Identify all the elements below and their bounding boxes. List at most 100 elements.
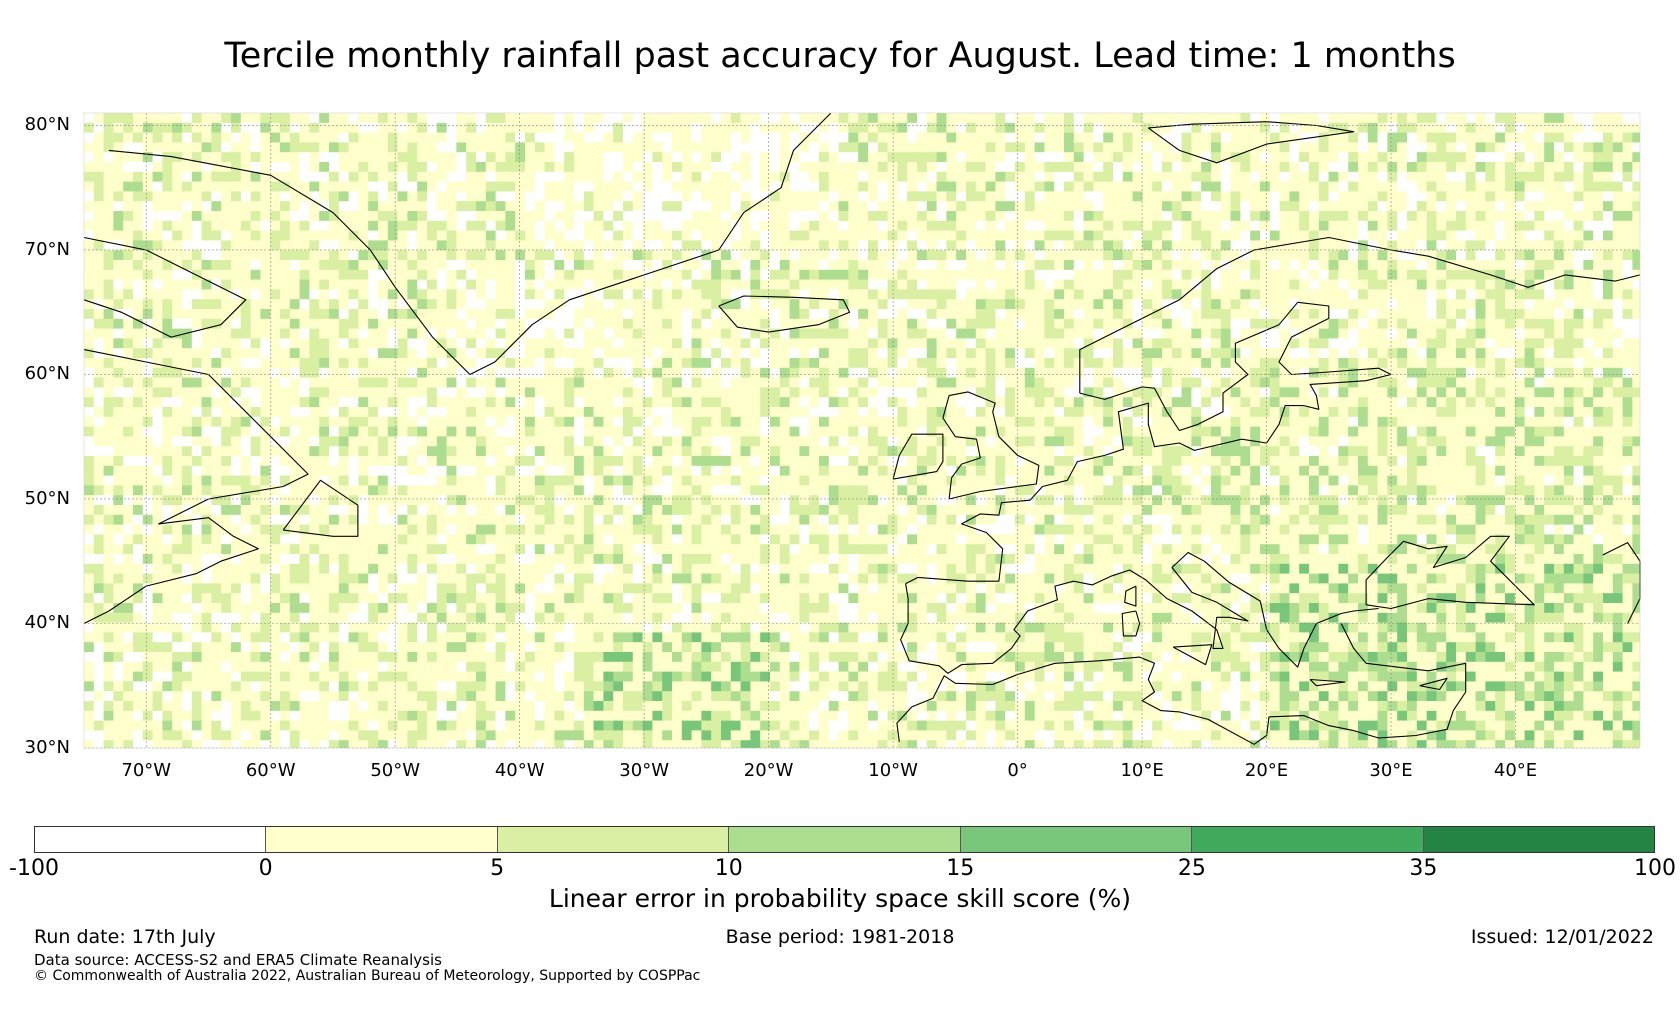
grid-cell bbox=[289, 681, 300, 692]
grid-cell bbox=[613, 544, 624, 555]
grid-cell bbox=[221, 681, 232, 692]
grid-cell bbox=[730, 593, 741, 604]
grid-cell bbox=[152, 367, 163, 378]
grid-cell bbox=[427, 377, 438, 388]
grid-cell bbox=[652, 122, 663, 133]
grid-cell bbox=[750, 260, 761, 271]
grid-cell bbox=[701, 740, 712, 748]
grid-cell bbox=[387, 338, 398, 349]
grid-cell bbox=[691, 652, 702, 663]
grid-cell bbox=[799, 534, 810, 545]
grid-cell bbox=[446, 710, 457, 721]
grid-cell bbox=[662, 583, 673, 594]
grid-cell bbox=[662, 152, 673, 163]
grid-cell bbox=[427, 348, 438, 359]
grid-cell bbox=[623, 387, 634, 398]
grid-cell bbox=[319, 171, 330, 182]
grid-cell bbox=[495, 465, 506, 476]
grid-cell bbox=[505, 407, 516, 418]
grid-cell bbox=[358, 387, 369, 398]
grid-cell bbox=[593, 426, 604, 437]
grid-cell bbox=[789, 397, 800, 408]
grid-cell bbox=[691, 191, 702, 202]
grid-cell bbox=[221, 407, 232, 418]
grid-cell bbox=[632, 681, 643, 692]
grid-cell bbox=[201, 632, 212, 643]
grid-cell bbox=[152, 603, 163, 614]
grid-cell bbox=[299, 132, 310, 143]
grid-cell bbox=[583, 269, 594, 280]
grid-cell bbox=[446, 387, 457, 398]
grid-cell bbox=[681, 416, 692, 427]
grid-cell bbox=[495, 514, 506, 525]
grid-cell bbox=[701, 563, 712, 574]
grid-cell bbox=[123, 563, 134, 574]
grid-cell bbox=[476, 260, 487, 271]
grid-cell bbox=[456, 191, 467, 202]
grid-cell bbox=[191, 456, 202, 467]
grid-cell bbox=[191, 211, 202, 222]
grid-cell bbox=[172, 309, 183, 320]
grid-cell bbox=[495, 397, 506, 408]
grid-cell bbox=[740, 367, 751, 378]
grid-cell bbox=[799, 211, 810, 222]
grid-cell bbox=[456, 171, 467, 182]
grid-cell bbox=[191, 397, 202, 408]
grid-cell bbox=[201, 720, 212, 731]
grid-cell bbox=[740, 240, 751, 251]
grid-cell bbox=[799, 113, 810, 124]
grid-cell bbox=[623, 524, 634, 535]
grid-cell bbox=[338, 328, 349, 339]
grid-cell bbox=[240, 387, 251, 398]
grid-cell bbox=[407, 534, 418, 545]
grid-cell bbox=[476, 328, 487, 339]
grid-cell bbox=[770, 122, 781, 133]
grid-cell bbox=[505, 701, 516, 712]
grid-cell bbox=[495, 122, 506, 133]
grid-cell bbox=[505, 740, 516, 748]
grid-cell bbox=[779, 730, 790, 741]
grid-cell bbox=[642, 456, 653, 467]
grid-cell bbox=[211, 269, 222, 280]
grid-cell bbox=[133, 240, 144, 251]
grid-cell bbox=[485, 269, 496, 280]
grid-cell bbox=[407, 446, 418, 457]
grid-cell bbox=[348, 132, 359, 143]
grid-cell bbox=[201, 573, 212, 584]
grid-cell bbox=[485, 632, 496, 643]
grid-cell bbox=[397, 671, 408, 682]
grid-cell bbox=[652, 730, 663, 741]
grid-cell bbox=[603, 328, 614, 339]
grid-cell bbox=[338, 338, 349, 349]
grid-cell bbox=[681, 475, 692, 486]
grid-cell bbox=[329, 642, 340, 653]
grid-cell bbox=[348, 563, 359, 574]
grid-cell bbox=[534, 162, 545, 173]
grid-cell bbox=[789, 377, 800, 388]
grid-cell bbox=[407, 220, 418, 231]
grid-cell bbox=[721, 691, 732, 702]
grid-cell bbox=[436, 122, 447, 133]
grid-cell bbox=[446, 426, 457, 437]
grid-cell bbox=[133, 612, 144, 623]
grid-cell bbox=[740, 309, 751, 320]
grid-cell bbox=[103, 554, 114, 565]
grid-cell bbox=[240, 289, 251, 300]
grid-cell bbox=[201, 377, 212, 388]
grid-cell bbox=[231, 681, 242, 692]
grid-cell bbox=[436, 701, 447, 712]
grid-cell bbox=[740, 691, 751, 702]
grid-cell bbox=[182, 720, 193, 731]
grid-cell bbox=[525, 407, 536, 418]
grid-cell bbox=[329, 485, 340, 496]
grid-cell bbox=[750, 495, 761, 506]
grid-cell bbox=[329, 201, 340, 212]
grid-cell bbox=[721, 622, 732, 633]
grid-cell bbox=[789, 573, 800, 584]
grid-cell bbox=[240, 367, 251, 378]
grid-cell bbox=[240, 573, 251, 584]
grid-cell bbox=[730, 642, 741, 653]
grid-cell bbox=[250, 289, 261, 300]
grid-cell bbox=[329, 622, 340, 633]
grid-cell bbox=[642, 318, 653, 329]
